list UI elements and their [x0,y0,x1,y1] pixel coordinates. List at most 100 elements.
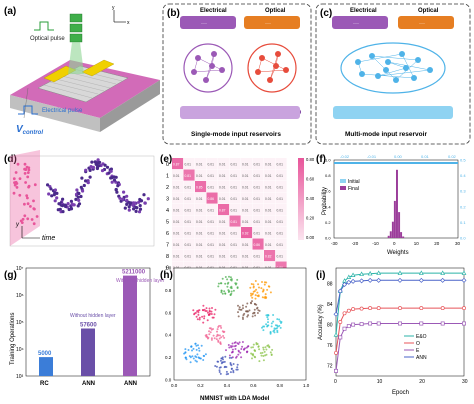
scatter-point [245,305,248,308]
scatter-point [258,360,261,363]
scatter-point [219,366,222,369]
matrix-cell [183,181,195,193]
matrix-cell [183,238,195,250]
scatter-point [212,334,215,337]
scatter-point [229,294,232,296]
scatter-point [250,346,253,349]
series-marker [461,277,467,283]
scatter-point [228,356,231,359]
scatter-point [258,348,261,351]
event-point-pink [23,214,27,218]
optical-pulse-icon [34,21,54,31]
scatter-point [208,333,211,336]
matrix-value: 0.01 [231,231,238,235]
electrical-label-b: Electrical [200,8,227,14]
scatter-point [256,291,259,294]
scatter-point [234,348,237,350]
caption-b: Single-mode input reservoirs [191,131,281,138]
x-tick-bottom: 10 [414,241,420,246]
scatter-point [207,336,210,339]
matrix-cell [206,181,218,193]
scatter-point [253,308,256,311]
reservoir-node [219,67,225,73]
matrix-value: 0.01 [173,254,180,258]
scatter-point [221,361,224,364]
event-point [107,171,111,175]
matrix-value: 0.01 [254,231,261,235]
y-tick-left: 0.4 [325,204,331,209]
matrix-cell [218,204,230,216]
event-point [64,204,68,209]
scatter-point [262,288,265,291]
matrix-value: 0.01 [219,185,226,189]
x-tick-top: 0.00 [394,154,403,159]
y-tick: 80 [327,323,333,329]
event-point [52,193,56,197]
matrix-cell [275,158,287,170]
optical-reservoir [247,43,297,93]
matrix-cell [172,250,184,262]
scatter-point [224,276,227,278]
event-point [82,183,86,188]
scatter-point [269,351,272,354]
scatter-point [229,371,232,374]
scatter-point [256,312,259,314]
scatter-point [235,356,237,359]
matrix-cell [218,261,230,273]
event-point-pink [12,191,16,195]
scatter-point [192,347,195,350]
laser-block-2 [69,23,83,33]
matrix-value: 0.01 [219,243,226,247]
output-box-b [180,106,300,119]
event-point-pink [29,205,32,208]
matrix-value: 0.01 [231,208,238,212]
panel-label-f: (f) [316,154,326,165]
scatter-point [224,282,227,285]
y-tick-right: 0.4 [460,173,466,178]
matrix-value: 0.01 [277,220,284,224]
event-point [121,197,125,201]
scatter-point [270,325,273,328]
colorbar [298,158,304,240]
series-marker [462,306,466,311]
scatter-point [276,318,279,321]
matrix-value: 0.01 [242,197,249,201]
matrix-cell [183,169,195,181]
event-point [61,197,65,201]
scatter-point [231,348,234,351]
y-tick-right: 0.1 [460,220,466,225]
scatter-point [267,344,270,347]
scatter-point [230,285,233,288]
scatter-point [262,355,265,357]
scatter-point [218,369,221,372]
event-point [84,179,88,183]
event-point [123,206,127,210]
matrix-cell [172,181,184,193]
scatter-point [250,294,253,297]
y-tick-left: 0.2 [325,220,331,225]
scatter-point [189,356,192,359]
x-tick-bottom: -30 [331,241,338,246]
series-marker [337,288,343,294]
matrix-cell [264,227,276,239]
event-point-pink [25,194,29,198]
series-marker [376,270,382,275]
matrix-cell [183,250,195,262]
event-point-pink [23,202,26,206]
colorbar-tick: 0.40 [306,196,315,201]
scatter-point [231,351,234,353]
series-marker [462,321,466,326]
panel-e: (e) 0 0.87 0.01 0.01 0.01 0.01 0.01 0.01 0.01 0.0… [160,154,315,282]
scatter-point [215,365,218,368]
event-point-pink [26,196,29,200]
scatter-point [203,315,206,318]
event-point [79,185,83,189]
scatter-point [209,327,212,330]
matrix-value: 0.01 [219,197,226,201]
scatter-point [211,307,213,309]
scatter-point [225,373,228,376]
scatter-point [274,324,277,327]
axis-x-label: x [127,20,130,26]
scatter-point [221,356,224,359]
scatter-point [197,313,200,316]
